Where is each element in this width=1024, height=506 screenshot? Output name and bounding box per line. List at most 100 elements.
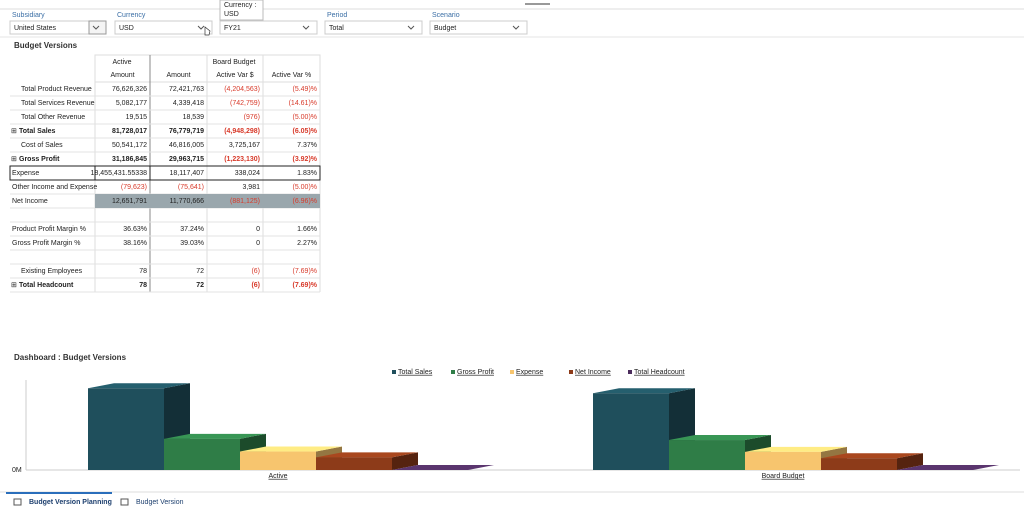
bar-side [392,452,418,470]
filter-dropdown[interactable] [324,20,423,35]
legend-swatch [510,370,514,374]
cell: (5.00)% [292,114,317,121]
filter-dropdown[interactable] [219,20,318,35]
tab-label[interactable]: Budget Version [136,499,184,506]
cell: 50,541,172 [112,142,147,149]
cell: 18,455,431.55338 [91,170,148,177]
cell: 0 [256,240,260,247]
row-label: Total Other Revenue [21,114,85,121]
cell: (976) [244,114,260,121]
row-highlight [95,194,320,208]
cell: (7.69)% [292,268,317,275]
cell: (79,623) [121,184,147,191]
filter-label: Currency [117,12,146,19]
cell: 338,024 [235,170,260,177]
row-label: Total Sales [19,128,56,135]
filter-value: United States [14,25,57,32]
y-tick-label: 0M [12,467,22,474]
bar [669,440,745,470]
bar [316,457,392,470]
header-top: Board Budget [213,59,256,66]
cell: (6) [251,282,260,289]
bar-top [897,464,999,470]
row-label: Product Profit Margin % [12,226,86,233]
row-label: Cost of Sales [21,142,63,149]
cell: 46,816,005 [169,142,204,149]
cell: 12,651,791 [112,198,147,205]
row-label: Gross Profit Margin % [12,240,80,247]
tab-label[interactable]: Budget Version Planning [29,499,112,506]
cell: (7.69)% [292,282,317,289]
bar-top [88,383,190,389]
bar [240,451,316,470]
row-label: Net Income [12,198,48,205]
filter-value: Budget [434,25,456,32]
row-label: Existing Employees [21,268,83,275]
filter-value: FY21 [224,25,241,32]
legend-swatch [392,370,396,374]
filter-label: Scenario [432,12,460,19]
row-label: Expense [12,170,39,177]
legend-label[interactable]: Gross Profit [457,369,494,376]
dropdown-arrow [302,25,310,30]
dropdown-arrow [92,25,100,30]
legend-label[interactable]: Total Sales [398,369,433,376]
cell: 72 [196,268,204,275]
bar-side [468,464,494,470]
cell: 38.16% [123,240,147,247]
legend-label[interactable]: Net Income [575,369,611,376]
bar [593,393,669,470]
cell: 72,421,763 [169,86,204,93]
legend-label[interactable]: Total Headcount [634,369,685,376]
dropdown-arrow [407,25,415,30]
column-header: Active Var % [272,72,312,79]
cell: (1,223,130) [224,156,260,163]
column-header: Amount [110,72,134,79]
header-top: Active [112,59,131,66]
bar [821,458,897,470]
cell: 19,515 [126,114,148,121]
cell: 5,082,177 [116,100,147,107]
cell: (3.92)% [292,156,317,163]
row-label: Total Headcount [19,282,74,289]
x-tick-label: Board Budget [762,473,805,480]
cell: (75,641) [178,184,204,191]
cell: 36.63% [123,226,147,233]
cursor [204,26,211,36]
tooltip-value: USD [224,11,239,18]
row-label: Gross Profit [19,156,60,163]
filter-label: Period [327,12,347,19]
cell: (5.49)% [292,86,317,93]
bar-top [240,446,342,452]
cell: 72 [196,282,204,289]
bar-top [821,453,923,459]
cell: (4,204,563) [224,86,260,93]
filter-value: Total [329,25,344,32]
dropdown-arrow [512,25,520,30]
cell: 37.24% [180,226,204,233]
bar-top [392,464,494,470]
bar [164,438,240,470]
cell: 4,339,418 [173,100,204,107]
bar [88,388,164,470]
row-label: Other Income and Expense [12,184,97,191]
cell: 18,539 [183,114,205,121]
legend-label[interactable]: Expense [516,369,543,376]
cell: (4,948,298) [224,128,260,135]
row-label: Total Product Revenue [21,86,92,93]
legend-swatch [451,370,455,374]
bar-top [745,446,847,452]
dropdown-arrow [197,25,205,30]
filter-dropdown[interactable] [429,20,528,35]
cell: 31,186,845 [112,156,147,163]
cell: (14.61)% [289,100,317,107]
cell: (6.05)% [292,128,317,135]
filter-dropdown[interactable] [114,20,213,35]
cell: (742,759) [230,100,260,107]
bar-top [164,433,266,439]
filter-value: USD [119,25,134,32]
filter-label: Subsidiary [12,12,45,19]
selected-row [9,165,321,181]
bar [745,451,821,470]
cell: (5.00)% [292,184,317,191]
